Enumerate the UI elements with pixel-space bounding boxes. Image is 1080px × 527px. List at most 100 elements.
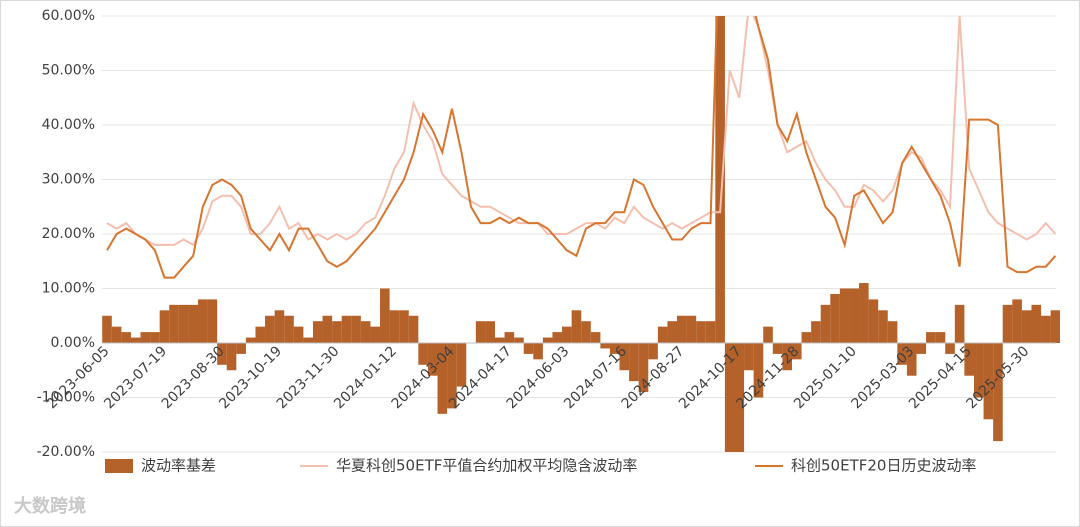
bar <box>456 343 467 387</box>
y-tick-label: 20.00% <box>42 226 95 242</box>
legend-label: 波动率基差 <box>141 457 216 475</box>
bar <box>351 315 361 343</box>
bar <box>389 310 400 343</box>
bar <box>198 299 208 343</box>
bar <box>801 332 812 343</box>
bar <box>619 343 630 371</box>
bar <box>188 304 199 343</box>
bar <box>772 343 783 354</box>
bar <box>360 321 371 343</box>
bar <box>897 343 907 365</box>
bar <box>178 304 189 343</box>
bar <box>734 343 745 452</box>
bar <box>274 310 285 343</box>
bar <box>217 343 227 365</box>
bar <box>868 299 879 343</box>
bar <box>1002 304 1013 343</box>
bar <box>954 304 965 343</box>
bar <box>571 310 582 343</box>
bar <box>811 321 821 343</box>
bar <box>830 293 840 343</box>
y-tick-label: -10.00% <box>37 390 95 406</box>
bar <box>207 299 218 343</box>
bar <box>657 326 668 343</box>
bar <box>523 343 534 354</box>
bar <box>648 343 658 360</box>
bar <box>159 310 170 343</box>
bar <box>494 337 505 343</box>
bar <box>111 326 122 343</box>
bar <box>753 343 764 398</box>
bar <box>1021 310 1032 343</box>
bar <box>1041 315 1051 343</box>
bar <box>265 315 275 343</box>
legend-label: 华夏科创50ETF平值合约加权平均隐含波动率 <box>336 457 637 475</box>
bar <box>447 343 457 409</box>
bar <box>1012 299 1022 343</box>
y-tick-label: 60.00% <box>42 8 95 24</box>
bar <box>638 343 649 393</box>
bar <box>677 315 687 343</box>
bar <box>1050 310 1060 343</box>
bar <box>600 343 610 349</box>
bar <box>542 337 553 343</box>
bar <box>791 343 802 360</box>
bar <box>715 16 725 343</box>
bar <box>887 321 898 343</box>
y-tick-label: 10.00% <box>42 281 95 297</box>
bar <box>245 337 256 343</box>
bar <box>380 288 390 343</box>
bar <box>820 304 831 343</box>
plot-area <box>102 16 1060 452</box>
bar <box>130 337 141 343</box>
bar <box>849 288 860 343</box>
bar <box>418 343 428 365</box>
bar <box>169 304 179 343</box>
bar <box>408 315 419 343</box>
bar <box>782 343 792 371</box>
bar <box>705 321 716 343</box>
bar <box>293 326 304 343</box>
bar <box>859 283 869 343</box>
bar <box>533 343 543 360</box>
bar <box>581 321 591 343</box>
bar <box>226 343 237 371</box>
bar <box>696 321 706 343</box>
bar <box>102 315 112 343</box>
bar <box>437 343 448 414</box>
bar <box>945 343 955 354</box>
bar <box>763 326 773 343</box>
bar <box>427 343 438 376</box>
bar <box>993 343 1003 442</box>
bar <box>667 321 678 343</box>
bar <box>590 332 601 343</box>
y-tick-label: 30.00% <box>42 172 95 188</box>
bar <box>370 326 381 343</box>
line <box>106 16 1057 247</box>
bar <box>312 321 323 343</box>
bar <box>916 343 927 354</box>
bar <box>332 321 342 343</box>
bar <box>926 332 936 343</box>
bar <box>255 326 266 343</box>
legend-label: 科创50ETF20日历史波动率 <box>791 457 976 475</box>
bar <box>839 288 850 343</box>
bar <box>1031 304 1042 343</box>
bar <box>140 332 151 343</box>
bar <box>906 343 917 376</box>
bar <box>609 343 620 354</box>
watermark: 大数跨境 <box>14 495 86 517</box>
bar <box>150 332 160 343</box>
bar <box>744 343 754 371</box>
bar <box>973 343 984 398</box>
bar <box>935 332 946 343</box>
bar <box>322 315 333 343</box>
legend-swatch <box>105 459 133 473</box>
bar <box>562 326 572 343</box>
bar <box>236 343 246 354</box>
y-tick-label: 40.00% <box>42 117 95 133</box>
bar <box>983 343 994 420</box>
y-tick-label: 0.00% <box>51 335 95 351</box>
